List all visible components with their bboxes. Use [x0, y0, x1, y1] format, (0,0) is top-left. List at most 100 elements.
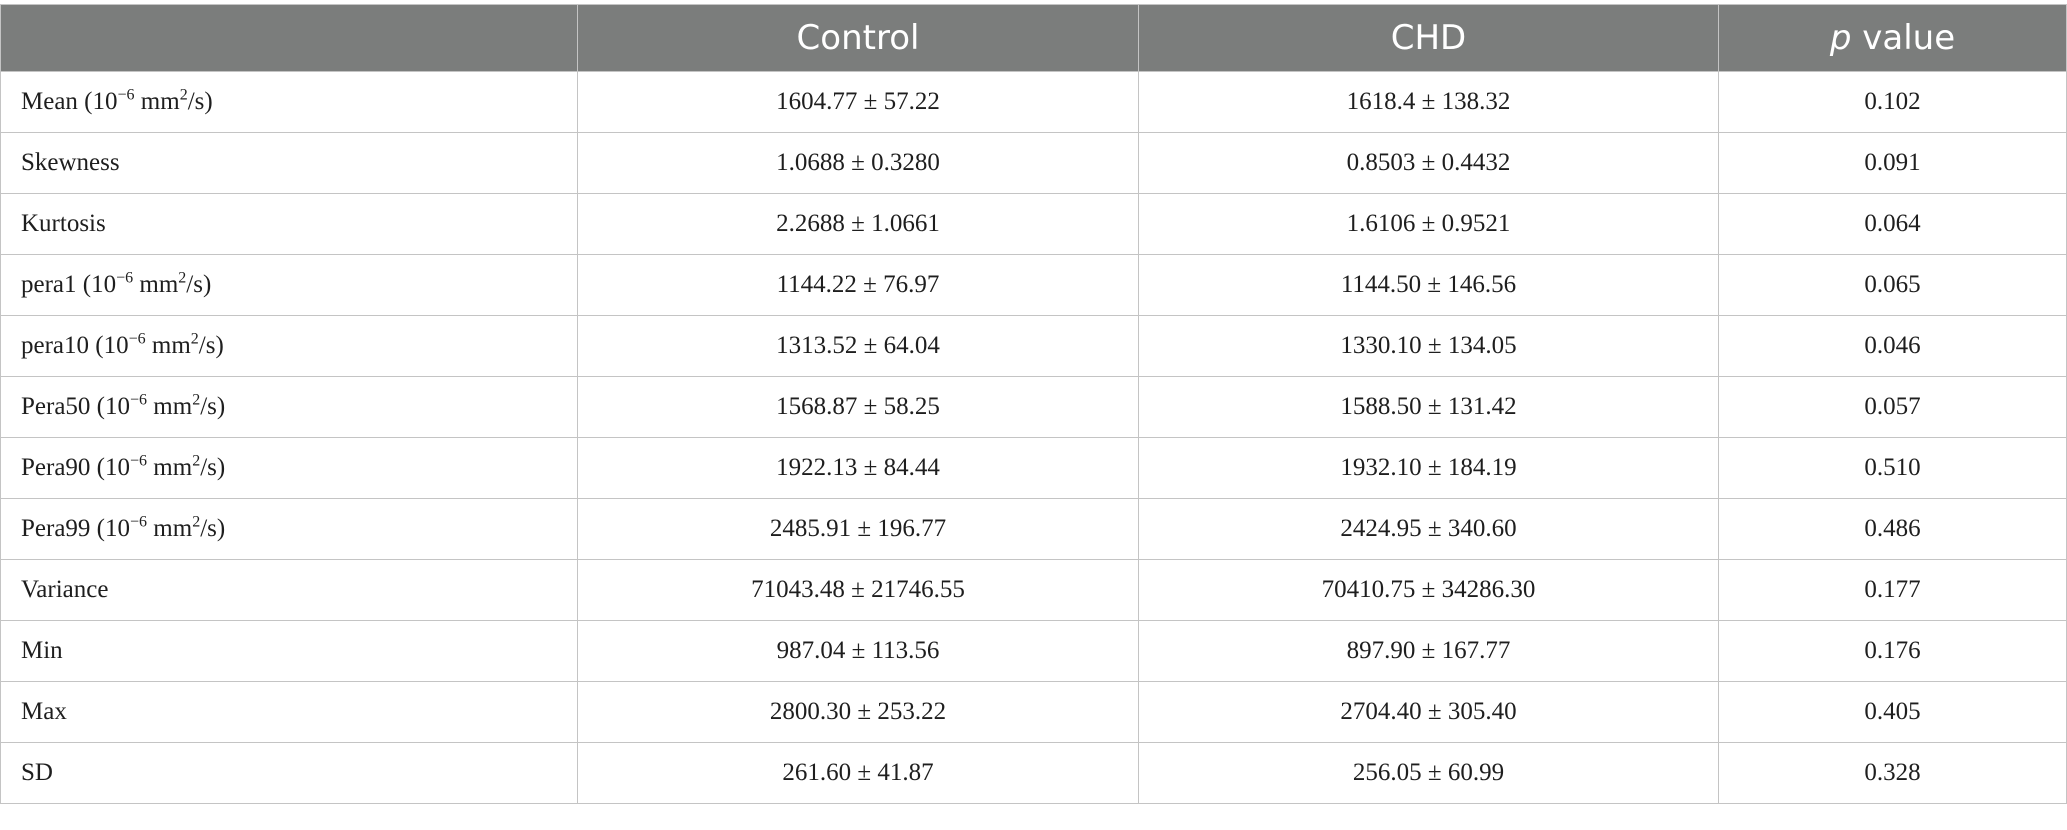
unit-part: /s): [200, 515, 226, 542]
chd-value: 70410.75 ± 34286.30: [1138, 559, 1719, 621]
statistics-table: Control CHD p value Mean (10−6 mm2/s) 160…: [0, 4, 2067, 804]
row-label-text: Pera50: [21, 393, 91, 420]
chd-value: 1.6106 ± 0.9521: [1138, 193, 1719, 255]
table-row: pera1 (10−6 mm2/s) 1144.22 ± 76.97 1144.50…: [0, 254, 2067, 316]
control-value: 2485.91 ± 196.77: [577, 498, 1139, 560]
row-unit: (10−6 mm2/s): [76, 269, 212, 298]
header-row: Control CHD p value: [0, 4, 2067, 72]
row-label: Max: [0, 681, 578, 743]
unit-part: −6: [130, 513, 148, 531]
header-p-italic: p: [1829, 18, 1852, 58]
row-label: Pera90 (10−6 mm2/s): [0, 437, 578, 499]
table-row: Pera99 (10−6 mm2/s) 2485.91 ± 196.77 2424.…: [0, 498, 2067, 560]
header-p-suffix: value: [1851, 18, 1956, 58]
unit-part: mm: [133, 271, 179, 298]
row-unit: (10−6 mm2/s): [89, 330, 224, 359]
row-unit: (10−6 mm2/s): [77, 86, 213, 115]
row-label: Kurtosis: [0, 193, 578, 255]
row-unit: (10−6 mm2/s): [90, 513, 226, 542]
unit-part: 2: [190, 330, 199, 348]
chd-value: 897.90 ± 167.77: [1138, 620, 1719, 682]
row-label: pera10 (10−6 mm2/s): [0, 315, 578, 377]
unit-part: (10: [90, 515, 130, 542]
p-value: 0.328: [1718, 742, 2067, 804]
table-row: Kurtosis 2.2688 ± 1.0661 1.6106 ± 0.9521 0.…: [0, 193, 2067, 255]
row-label-text: Mean: [21, 88, 78, 115]
chd-value: 256.05 ± 60.99: [1138, 742, 1719, 804]
control-value: 261.60 ± 41.87: [577, 742, 1139, 804]
p-value: 0.176: [1718, 620, 2067, 682]
row-label: Pera50 (10−6 mm2/s): [0, 376, 578, 438]
unit-part: (10: [90, 393, 130, 420]
row-label-text: pera1: [21, 271, 77, 298]
unit-part: 2: [192, 452, 201, 470]
table-row: Variance 71043.48 ± 21746.55 70410.75 ± 34…: [0, 559, 2067, 621]
row-label-text: Skewness: [21, 149, 120, 176]
p-value: 0.102: [1718, 71, 2067, 133]
unit-part: /s): [198, 332, 224, 359]
header-control: Control: [577, 4, 1139, 72]
p-value: 0.065: [1718, 254, 2067, 316]
unit-part: 2: [179, 86, 188, 104]
header-p-value: p value: [1718, 4, 2067, 72]
control-value: 1144.22 ± 76.97: [577, 254, 1139, 316]
unit-part: mm: [134, 88, 180, 115]
p-value: 0.057: [1718, 376, 2067, 438]
row-label: pera1 (10−6 mm2/s): [0, 254, 578, 316]
row-label: Mean (10−6 mm2/s): [0, 71, 578, 133]
control-value: 1568.87 ± 58.25: [577, 376, 1139, 438]
table-row: Mean (10−6 mm2/s) 1604.77 ± 57.22 1618.4 ±…: [0, 71, 2067, 133]
unit-part: 2: [192, 391, 201, 409]
chd-value: 1932.10 ± 184.19: [1138, 437, 1719, 499]
table-body: Mean (10−6 mm2/s) 1604.77 ± 57.22 1618.4 ±…: [0, 71, 2067, 804]
control-value: 1.0688 ± 0.3280: [577, 132, 1139, 194]
row-label-text: Pera90: [21, 454, 91, 481]
table-header: Control CHD p value: [0, 4, 2067, 72]
unit-part: mm: [147, 454, 193, 481]
unit-part: −6: [130, 452, 148, 470]
unit-part: /s): [186, 271, 212, 298]
row-label: Skewness: [0, 132, 578, 194]
p-value: 0.046: [1718, 315, 2067, 377]
p-value: 0.510: [1718, 437, 2067, 499]
chd-value: 0.8503 ± 0.4432: [1138, 132, 1719, 194]
unit-part: (10: [77, 88, 118, 115]
unit-part: 2: [192, 513, 201, 531]
control-value: 2800.30 ± 253.22: [577, 681, 1139, 743]
row-label-text: Pera99: [21, 515, 91, 542]
chd-value: 1618.4 ± 138.32: [1138, 71, 1719, 133]
table-row: Max 2800.30 ± 253.22 2704.40 ± 305.40 0.405: [0, 681, 2067, 743]
unit-part: (10: [89, 332, 129, 359]
unit-part: −6: [116, 269, 134, 287]
unit-part: /s): [200, 393, 226, 420]
unit-part: /s): [200, 454, 226, 481]
table-row: pera10 (10−6 mm2/s) 1313.52 ± 64.04 1330.1…: [0, 315, 2067, 377]
header-label-column: [0, 4, 578, 72]
p-value: 0.091: [1718, 132, 2067, 194]
row-label-text: pera10: [21, 332, 90, 359]
p-value: 0.405: [1718, 681, 2067, 743]
unit-part: /s): [187, 88, 213, 115]
control-value: 2.2688 ± 1.0661: [577, 193, 1139, 255]
control-value: 1604.77 ± 57.22: [577, 71, 1139, 133]
table-row: Pera90 (10−6 mm2/s) 1922.13 ± 84.44 1932.1…: [0, 437, 2067, 499]
chd-value: 1144.50 ± 146.56: [1138, 254, 1719, 316]
unit-part: 2: [178, 269, 187, 287]
control-value: 1313.52 ± 64.04: [577, 315, 1139, 377]
row-unit: (10−6 mm2/s): [90, 391, 226, 420]
p-value: 0.064: [1718, 193, 2067, 255]
row-label: Variance: [0, 559, 578, 621]
control-value: 71043.48 ± 21746.55: [577, 559, 1139, 621]
row-label: SD: [0, 742, 578, 804]
unit-part: (10: [90, 454, 130, 481]
row-label-text: Max: [21, 698, 67, 725]
control-value: 1922.13 ± 84.44: [577, 437, 1139, 499]
unit-part: mm: [147, 393, 193, 420]
control-value: 987.04 ± 113.56: [577, 620, 1139, 682]
p-value: 0.177: [1718, 559, 2067, 621]
chd-value: 2704.40 ± 305.40: [1138, 681, 1719, 743]
table-row: Skewness 1.0688 ± 0.3280 0.8503 ± 0.4432 0.…: [0, 132, 2067, 194]
row-label-text: Kurtosis: [21, 210, 106, 237]
p-value: 0.486: [1718, 498, 2067, 560]
unit-part: (10: [76, 271, 117, 298]
